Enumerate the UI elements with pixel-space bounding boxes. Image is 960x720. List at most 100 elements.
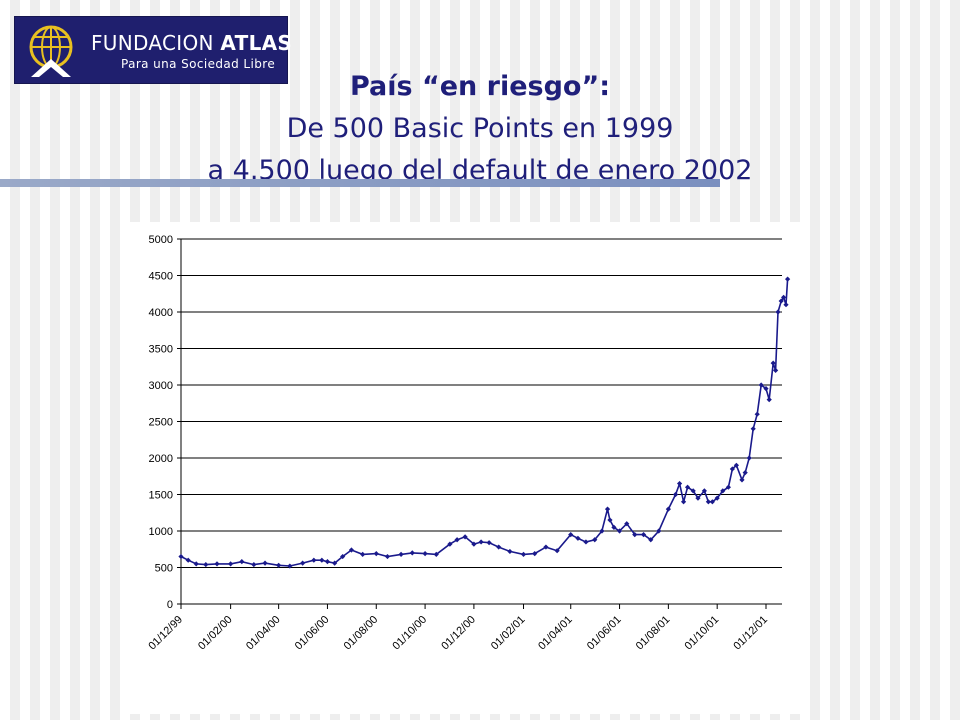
data-point [471,541,477,547]
data-point [695,495,701,501]
data-point [520,551,527,557]
data-point [384,553,391,560]
data-point [433,551,439,557]
data-point [348,547,355,553]
title-line-2: De 500 Basic Points en 1999 [286,113,674,144]
data-point [340,553,346,560]
data-point [332,560,338,566]
data-point [193,561,199,567]
y-tick-label: 3000 [149,380,173,392]
data-point [733,462,739,468]
data-point [705,499,711,505]
data-point [739,477,745,483]
data-point [554,548,560,554]
y-tick-label: 500 [155,563,173,575]
data-point [583,539,589,545]
data-point [665,506,671,512]
data-point [543,544,549,550]
data-point [750,426,756,432]
data-point [680,499,687,505]
y-tick-label: 2500 [149,417,173,429]
fundacion-atlas-logo: FUNDACION ATLAS Para una Sociedad Libre [14,16,292,84]
y-tick-label: 3500 [149,344,173,356]
data-point [592,537,598,543]
data-point [239,559,245,565]
data-point [373,551,379,557]
data-point [496,544,502,550]
y-tick-label: 2000 [149,453,173,465]
data-point [714,495,720,501]
data-point [754,411,760,417]
y-tick-label: 0 [167,599,173,611]
data-point [763,386,769,392]
data-point [422,551,428,557]
data-point [781,294,787,300]
data-point [709,499,715,505]
y-tick-label: 5000 [149,234,173,246]
chart-background [130,222,802,714]
data-point [701,488,707,494]
logo-tagline: Para una Sociedad Libre [121,57,276,71]
data-point [725,484,731,490]
logo-name-bold: ATLAS [220,31,293,55]
title-line-1: País “en riesgo”: [349,71,611,102]
data-point [690,488,696,494]
data-point [568,532,574,538]
data-point [624,521,630,527]
logo-name-light: FUNDACION [91,31,214,55]
data-point [684,484,691,490]
y-tick-label: 1500 [149,490,173,502]
data-point [214,561,220,567]
data-point [398,551,404,557]
data-point [770,360,776,366]
data-point [575,535,581,541]
y-tick-label: 4000 [149,307,173,319]
data-point [507,548,513,555]
data-point [228,561,234,567]
data-point [409,550,415,556]
data-point [251,561,257,568]
data-point [729,466,735,472]
data-point [185,557,191,563]
data-point [178,553,184,560]
data-point [447,541,453,547]
data-point [478,539,484,545]
data-point [775,309,781,315]
data-point [758,382,764,388]
data-point [746,455,752,461]
data-point [300,560,306,566]
data-point [778,298,784,304]
data-point [604,506,611,512]
data-point [607,517,613,523]
data-point [640,532,647,538]
data-point [311,557,317,563]
data-point [532,551,538,557]
data-point [672,491,679,498]
data-point [324,559,331,565]
data-point [766,397,772,403]
atlas-globe-icon [29,25,73,77]
data-point [656,528,662,534]
data-point [360,551,366,557]
data-point [785,276,791,282]
data-point [632,532,638,538]
logo-name: FUNDACION ATLAS [91,31,292,55]
data-point [742,470,748,476]
data-point [599,528,605,534]
title-underline-bar [0,179,720,187]
data-point [276,562,282,568]
data-point [287,563,293,569]
data-point [462,534,468,540]
data-point [783,302,789,308]
data-point [676,480,683,487]
y-tick-label: 4500 [149,271,173,283]
data-point [454,537,460,543]
data-point [262,560,268,566]
data-point [319,557,325,563]
y-tick-label: 1000 [149,526,173,538]
data-point [616,528,623,534]
data-point [611,524,617,530]
data-point [486,540,492,546]
data-point [773,367,779,373]
